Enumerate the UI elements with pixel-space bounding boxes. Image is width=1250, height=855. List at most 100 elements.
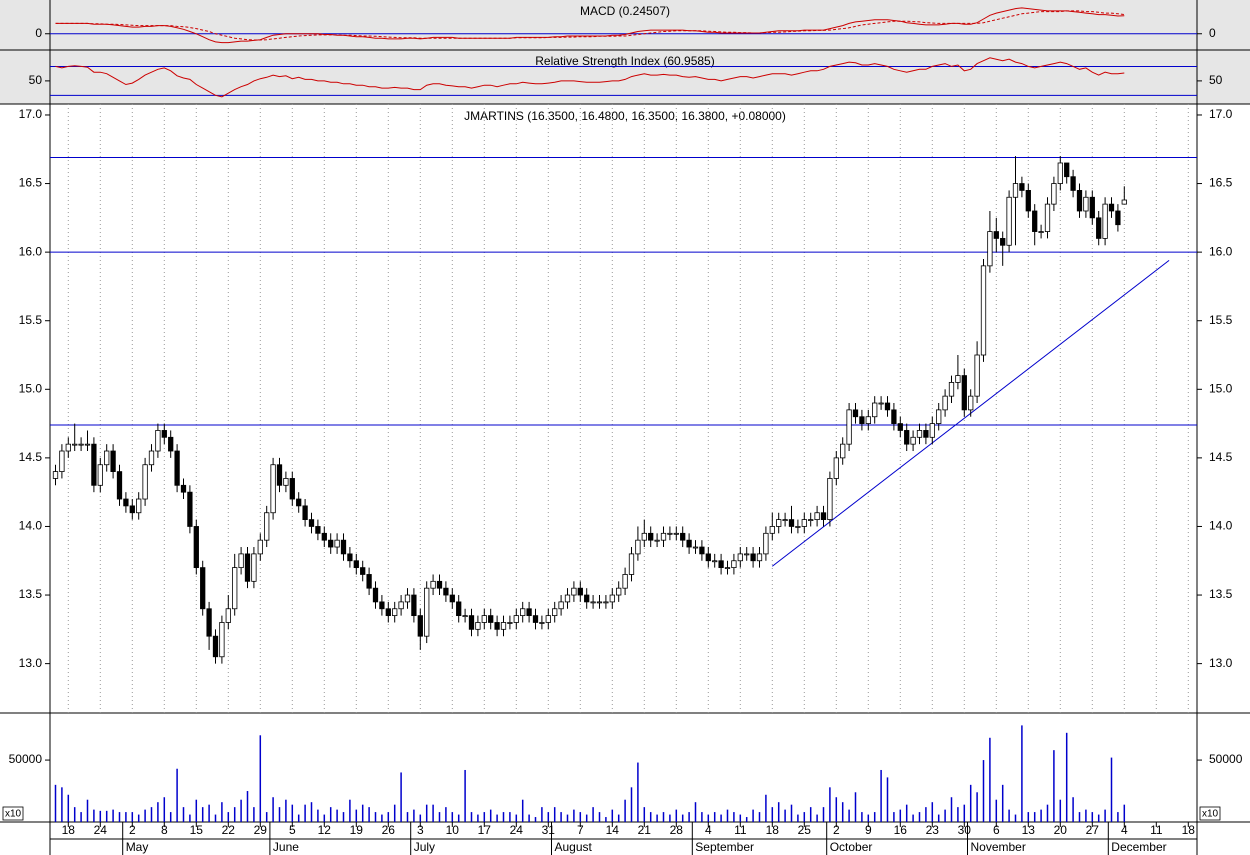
candle-body (296, 498, 302, 507)
volume-bar (1117, 812, 1119, 822)
candle-body (1012, 183, 1019, 198)
volume-bar (1046, 804, 1049, 822)
candle-body (494, 622, 500, 630)
month-label: May (126, 840, 149, 854)
candle-body (795, 526, 801, 528)
x-tick-label: 21 (638, 823, 652, 837)
candle-body (1108, 203, 1115, 212)
x-tick-label: 24 (510, 823, 524, 837)
month-label: November (971, 840, 1026, 854)
candle-body (1044, 203, 1051, 232)
y-tick-label: 14.0 (19, 519, 43, 533)
volume-bar (214, 814, 217, 822)
candle-body (961, 375, 967, 411)
candle-body (641, 532, 647, 541)
candle-body (577, 587, 583, 596)
volume-bar (221, 802, 223, 822)
candle-body (417, 615, 423, 637)
volume-bar (368, 807, 370, 822)
y-tick-label-right: 17.0 (1209, 107, 1233, 121)
x-tick-label: 7 (577, 823, 584, 837)
candle-body (430, 580, 436, 589)
candle-body (552, 608, 558, 617)
x-tick-label: 15 (190, 823, 204, 837)
y-tick-label: 14.5 (19, 450, 43, 464)
volume-bar (1001, 784, 1004, 822)
y-tick-label-right: 14.0 (1209, 519, 1233, 533)
volume-bar (509, 812, 511, 822)
candle-body (692, 546, 699, 549)
volume-bar (1104, 809, 1106, 822)
volume-bar (617, 814, 620, 822)
volume-bar (112, 809, 114, 822)
volume-bar (73, 807, 76, 822)
volume-bar (790, 804, 793, 822)
volume-bar (1040, 809, 1042, 822)
volume-bar (310, 802, 313, 822)
candle-body (724, 567, 731, 570)
x-tick-label: 28 (670, 823, 684, 837)
volume-bar (361, 804, 364, 822)
volume-bar (963, 804, 966, 822)
candle-body (200, 567, 206, 610)
y-tick-label: 15.0 (19, 381, 43, 395)
candle-body (667, 532, 673, 535)
volume-bar (989, 737, 991, 822)
unit-box (2, 806, 24, 821)
x-tick-label: 19 (350, 823, 364, 837)
candle-body (782, 519, 788, 522)
volume-bar (355, 809, 358, 822)
volume-bar (553, 807, 556, 822)
candle-body (584, 594, 590, 603)
volume-bar (470, 812, 473, 822)
volume-bar (771, 807, 774, 822)
volume-bar (387, 812, 390, 822)
candle-body (315, 526, 321, 534)
volume-bar (502, 812, 505, 822)
candle-body (328, 539, 334, 548)
volume-bar (413, 809, 415, 822)
candle-body (929, 423, 935, 438)
volume-bar (278, 807, 281, 822)
volume-bar (861, 812, 863, 822)
candle-body (980, 265, 987, 356)
volume-bar (969, 784, 972, 822)
volume-bar (560, 812, 562, 822)
candle-body (526, 608, 532, 617)
volume-bar (189, 814, 191, 822)
volume-bar (694, 802, 697, 822)
candle-body (513, 615, 519, 623)
candle-body (923, 430, 929, 438)
candle-body (1070, 176, 1076, 191)
candle-body (104, 450, 110, 466)
candle-body (1076, 190, 1083, 212)
volume-bar (457, 814, 460, 822)
volume-bar (176, 768, 178, 822)
month-label: August (555, 840, 593, 854)
volume-bar (349, 799, 351, 822)
candle-body (596, 601, 603, 604)
volume-bar (893, 812, 895, 822)
candle-body (289, 478, 295, 500)
candle-body (750, 553, 756, 562)
y-tick-label: 13.5 (19, 587, 43, 601)
volume-bar (637, 762, 639, 822)
candle-body (308, 519, 315, 527)
volume-bar (605, 817, 607, 822)
candle-body (1019, 183, 1025, 191)
volume-bar (381, 814, 383, 822)
volume-bar (656, 814, 658, 822)
candle-body (110, 450, 116, 472)
volume-bar (445, 807, 447, 822)
x-tick-label: 24 (94, 823, 108, 837)
candle-body (475, 622, 481, 630)
candle-body (1096, 217, 1102, 239)
volume-bar (592, 807, 594, 822)
candle-body (827, 478, 833, 521)
candle-body (1083, 196, 1089, 212)
candle-body (718, 560, 724, 569)
candle-body (635, 539, 641, 555)
y-tick-label-right: 16.5 (1209, 176, 1233, 190)
candle-body (372, 587, 379, 603)
candle-body (628, 553, 635, 575)
